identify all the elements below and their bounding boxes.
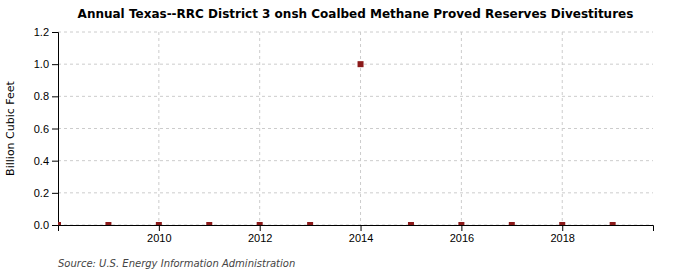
y-tick-mark bbox=[52, 96, 58, 97]
point bbox=[257, 222, 263, 225]
x-tick-mark bbox=[260, 225, 261, 231]
grid-line bbox=[58, 96, 653, 97]
y-tick-label: 1.2 bbox=[34, 26, 49, 38]
grid-line bbox=[259, 32, 260, 225]
chart: 2010 2012 2014 2016 2018 0.0 0.2 0.4 0.6 0.8 1.0 1.… bbox=[0, 0, 675, 275]
x-tick-label: 2018 bbox=[550, 232, 574, 244]
points bbox=[58, 61, 616, 225]
grid-line bbox=[58, 32, 653, 33]
point bbox=[559, 222, 565, 225]
y-tick-label: 0.2 bbox=[34, 187, 49, 199]
y-tick-mark bbox=[52, 161, 58, 162]
x-tick-mark bbox=[361, 225, 362, 231]
x-axis: 2010 2012 2014 2016 2018 bbox=[59, 225, 654, 244]
y-tick-label: 0.8 bbox=[34, 90, 49, 102]
point bbox=[206, 222, 212, 225]
plot-area: 2010 2012 2014 2016 2018 0.0 0.2 0.4 0.6 0.8 1.0 1.… bbox=[34, 26, 654, 244]
grid-line bbox=[58, 64, 653, 65]
x-tick: 2018 bbox=[550, 225, 574, 244]
y-tick: 0.8 bbox=[34, 90, 58, 102]
x-tick: 2012 bbox=[248, 225, 272, 244]
grid-line bbox=[58, 160, 653, 161]
x-tick-label: 2016 bbox=[450, 232, 474, 244]
point bbox=[408, 222, 414, 225]
point bbox=[105, 222, 111, 225]
point bbox=[610, 222, 616, 225]
y-axis-label: Billion Cubic Feet bbox=[4, 80, 17, 175]
x-tick-label: 2014 bbox=[349, 232, 373, 244]
point bbox=[156, 222, 162, 225]
grid-line bbox=[360, 32, 361, 225]
y-tick-label: 0.4 bbox=[34, 155, 49, 167]
y-tick-mark bbox=[52, 225, 58, 226]
y-tick: 1.2 bbox=[34, 26, 58, 38]
x-tick-label: 2012 bbox=[248, 232, 272, 244]
x-tick: 2014 bbox=[349, 225, 373, 244]
x-tick-mark bbox=[159, 225, 160, 231]
y-tick-mark bbox=[52, 129, 58, 130]
y-tick-mark bbox=[52, 32, 58, 33]
grid-line bbox=[158, 32, 159, 225]
x-tick-mark bbox=[562, 225, 563, 231]
y-tick-mark bbox=[52, 64, 58, 65]
point bbox=[458, 222, 464, 225]
grid-line bbox=[58, 128, 653, 129]
x-tick-mark bbox=[461, 225, 462, 231]
y-axis: 0.0 0.2 0.4 0.6 0.8 1.0 1.2 bbox=[34, 26, 59, 231]
y-tick: 0.4 bbox=[34, 155, 58, 167]
point bbox=[307, 222, 313, 225]
y-tick: 0.2 bbox=[34, 187, 58, 199]
point bbox=[358, 61, 364, 67]
source-note: Source: U.S. Energy Information Administ… bbox=[58, 258, 295, 269]
grid-line bbox=[58, 192, 653, 193]
x-tick: 2010 bbox=[147, 225, 171, 244]
y-tick: 0.6 bbox=[34, 123, 58, 135]
y-tick: 0.0 bbox=[34, 219, 58, 231]
point bbox=[58, 222, 61, 225]
y-axis-line bbox=[52, 33, 59, 226]
grid bbox=[58, 32, 653, 225]
grid-line bbox=[562, 32, 563, 225]
y-tick-label: 0.6 bbox=[34, 123, 49, 135]
y-tick-label: 1.0 bbox=[34, 58, 49, 70]
x-axis-line bbox=[59, 226, 654, 232]
y-tick-mark bbox=[52, 193, 58, 194]
x-tick-label: 2010 bbox=[147, 232, 171, 244]
y-tick: 1.0 bbox=[34, 58, 58, 70]
x-tick: 2016 bbox=[450, 225, 474, 244]
grid-line bbox=[461, 32, 462, 225]
title: Annual Texas--RRC District 3 onsh Coalbe… bbox=[78, 7, 634, 21]
point bbox=[509, 222, 515, 225]
y-tick-label: 0.0 bbox=[34, 219, 49, 231]
